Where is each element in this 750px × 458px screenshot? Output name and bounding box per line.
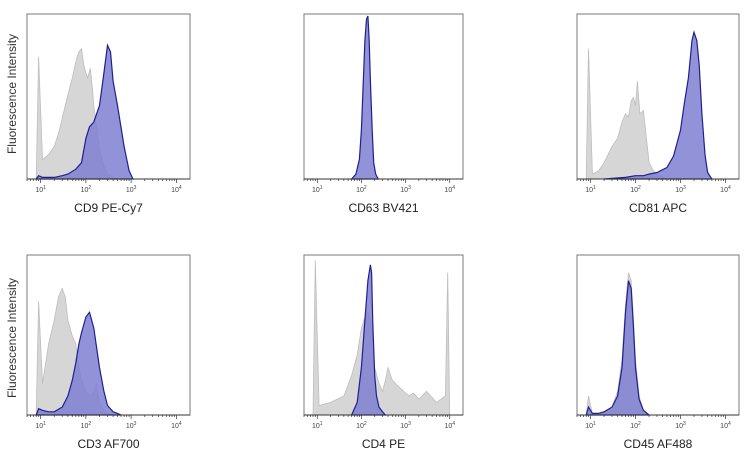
y-axis-label-top-row: Fluorescence Intensity (5, 34, 19, 154)
x-tick-label: 103 (126, 185, 137, 194)
x-tick-label: 101 (35, 185, 46, 194)
plot-frame (303, 13, 464, 180)
y-axis-label-bottom-row: Fluorescence Intensity (5, 278, 19, 398)
x-tick-label: 102 (630, 185, 641, 194)
x-axis-title: CD3 AF700 (77, 437, 139, 451)
x-axis-title: CD63 BV421 (348, 201, 418, 215)
x-tick-label: 101 (35, 421, 46, 430)
x-tick-label: 103 (675, 421, 686, 430)
histogram-panel: 101 102 103 104 CD4 PE (303, 254, 464, 451)
sample-histogram (35, 43, 134, 180)
x-tick-label: 101 (585, 421, 596, 430)
x-tick-label: 101 (312, 185, 323, 194)
x-tick-label: 104 (720, 185, 731, 194)
control-histogram (312, 260, 451, 416)
histogram-panel: 101 102 103 104 CD63 BV421 (303, 13, 464, 215)
x-tick-label: 103 (126, 421, 137, 430)
histogram-panel: 101 102 103 104 CD9 PE-Cy7 (26, 13, 191, 215)
x-tick-label: 102 (356, 421, 367, 430)
x-tick-label: 104 (171, 421, 182, 430)
control-histogram (585, 48, 668, 180)
sample-histogram (585, 280, 651, 416)
x-tick-label: 104 (444, 421, 455, 430)
x-tick-label: 103 (675, 185, 686, 194)
histogram-panel: 101 102 103 104 CD81 APC (576, 13, 740, 215)
x-axis-title: CD9 PE-Cy7 (74, 201, 143, 215)
x-tick-label: 102 (81, 185, 92, 194)
sample-histogram (350, 15, 380, 180)
x-tick-label: 102 (81, 421, 92, 430)
x-tick-label: 103 (400, 185, 411, 194)
x-tick-label: 103 (400, 421, 411, 430)
histogram-panel: 101 102 103 104 CD3 AF700 (26, 254, 191, 451)
plot-frame (576, 13, 740, 180)
x-tick-label: 101 (312, 421, 323, 430)
x-axis-title: CD45 AF488 (624, 437, 693, 451)
histogram-panel: 101 102 103 104 CD45 AF488 (576, 254, 740, 451)
sample-histogram (604, 30, 714, 180)
sample-histogram (350, 264, 387, 416)
plot-frame (576, 254, 740, 416)
sample-histogram (35, 310, 122, 416)
x-tick-label: 104 (171, 185, 182, 194)
x-axis-title: CD81 APC (629, 201, 687, 215)
x-tick-label: 104 (720, 421, 731, 430)
x-tick-label: 101 (585, 185, 596, 194)
histogram-panels: 101 102 103 104 CD9 PE-Cy7 101 102 103 104 CD63 B… (26, 13, 740, 451)
x-tick-label: 102 (356, 185, 367, 194)
x-axis-title: CD4 PE (362, 437, 405, 451)
x-tick-label: 104 (444, 185, 455, 194)
x-tick-label: 102 (630, 421, 641, 430)
